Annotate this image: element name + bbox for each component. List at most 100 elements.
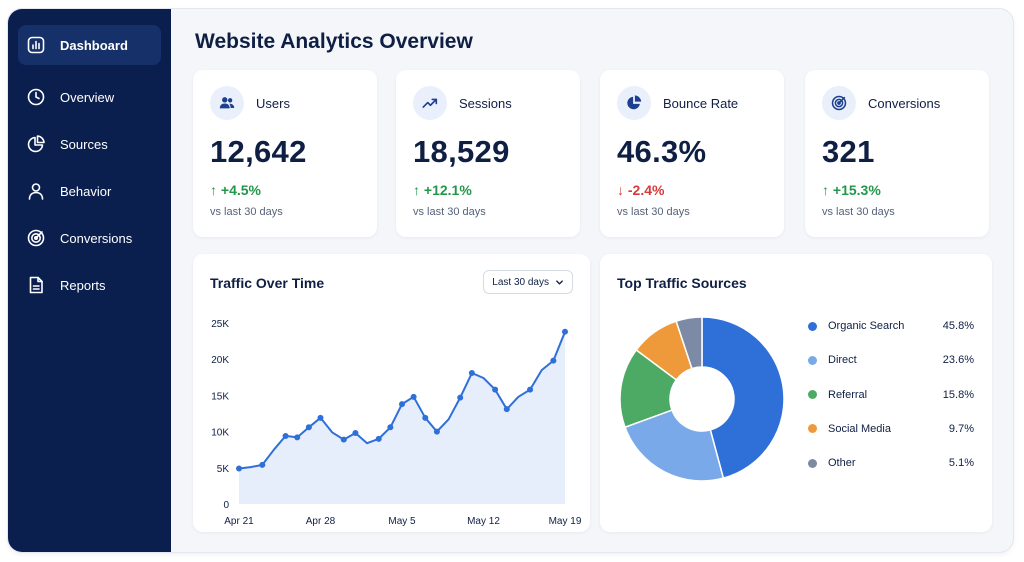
traffic-data-point xyxy=(527,386,534,393)
chevron-down-icon xyxy=(556,279,563,285)
stat-value: 18,529 xyxy=(413,134,510,169)
sidebar-item-label: Sources xyxy=(60,136,108,152)
x-tick-label: Apr 21 xyxy=(224,516,254,527)
sources-donut-chart xyxy=(619,316,785,482)
stat-value: 321 xyxy=(822,134,875,169)
traffic-data-point xyxy=(352,430,359,437)
legend-value: 15.8% xyxy=(942,388,974,401)
stat-change: ↑ +15.3% xyxy=(822,182,881,198)
traffic-line-chart: 0 5K 10K 15K 20K 25K Apr 21 Apr 28 May 5 May 12 Ma… xyxy=(211,319,582,527)
sidebar-item-label: Dashboard xyxy=(60,37,128,53)
stat-label: Bounce Rate xyxy=(663,96,739,111)
pie-slice-icon xyxy=(617,86,651,120)
arrow-down-icon: ↓ xyxy=(617,182,624,198)
stat-change: ↑ +4.5% xyxy=(210,182,261,198)
sidebar-item-reports[interactable]: Reports xyxy=(18,265,161,305)
sidebar-item-sources[interactable]: Sources xyxy=(18,124,161,164)
clock-icon xyxy=(26,87,46,107)
legend-label: Other xyxy=(828,457,856,470)
traffic-data-point xyxy=(305,424,312,431)
sources-chart-card: Top Traffic Sources Organic Search 45.8% D… xyxy=(600,254,992,532)
date-range-value: Last 30 days xyxy=(492,276,549,288)
legend-swatch xyxy=(808,390,817,400)
stat-card-conversions: Conversions 321 ↑ +15.3% vs last 30 days xyxy=(805,70,989,237)
stat-label: Users xyxy=(256,96,290,111)
x-tick-label: Apr 28 xyxy=(306,516,336,527)
legend-item: Other 5.1% xyxy=(808,455,974,471)
legend-item: Social Media 9.7% xyxy=(808,421,974,437)
y-tick-label: 15K xyxy=(211,391,229,402)
y-tick-label: 10K xyxy=(211,428,229,439)
sidebar: Dashboard Overview Sources xyxy=(8,9,171,552)
traffic-data-point xyxy=(550,357,557,364)
traffic-data-point xyxy=(399,401,405,408)
sidebar-item-label: Reports xyxy=(60,277,106,293)
stat-card-bounce-rate: Bounce Rate 46.3% ↓ -2.4% vs last 30 day… xyxy=(600,70,784,237)
legend-item: Referral 15.8% xyxy=(808,387,974,403)
bar-chart-icon xyxy=(26,35,46,55)
arrow-up-icon: ↑ xyxy=(822,182,829,198)
stat-value: 46.3% xyxy=(617,134,707,169)
stat-card-sessions: Sessions 18,529 ↑ +12.1% vs last 30 days xyxy=(396,70,580,237)
traffic-data-point xyxy=(433,428,440,435)
stat-change: ↓ -2.4% xyxy=(617,182,665,198)
stat-label: Conversions xyxy=(868,96,941,111)
traffic-data-point xyxy=(282,432,289,439)
stat-value: 12,642 xyxy=(210,134,307,169)
legend-value: 5.1% xyxy=(948,457,974,470)
trending-up-icon xyxy=(413,86,447,120)
x-tick-label: May 12 xyxy=(467,516,500,527)
stat-comparison: vs last 30 days xyxy=(210,206,283,218)
stat-comparison: vs last 30 days xyxy=(822,206,895,218)
target-icon xyxy=(26,228,46,248)
legend-value: 23.6% xyxy=(942,354,974,367)
traffic-data-point xyxy=(492,386,499,393)
stat-change: ↑ +12.1% xyxy=(413,182,472,198)
legend-swatch xyxy=(808,458,817,468)
traffic-data-point xyxy=(317,414,324,421)
traffic-data-point xyxy=(562,328,568,335)
y-tick-label: 25K xyxy=(211,319,229,330)
traffic-data-point xyxy=(503,406,510,413)
traffic-data-point xyxy=(259,461,266,468)
traffic-data-point xyxy=(236,465,242,472)
traffic-data-point xyxy=(387,424,394,431)
x-tick-label: May 5 xyxy=(388,516,416,527)
pie-chart-icon xyxy=(26,134,46,154)
stat-label: Sessions xyxy=(459,96,512,111)
donut-slice-organic-search xyxy=(701,316,785,480)
traffic-data-point xyxy=(422,414,429,421)
sidebar-item-label: Overview xyxy=(60,89,115,105)
traffic-data-point xyxy=(375,435,382,442)
traffic-area-fill xyxy=(239,331,565,504)
document-icon xyxy=(26,275,46,295)
legend-label: Organic Search xyxy=(828,320,905,332)
date-range-select[interactable]: Last 30 days xyxy=(483,270,573,294)
legend-swatch xyxy=(808,355,817,365)
traffic-data-point xyxy=(457,394,464,401)
traffic-data-point xyxy=(340,436,347,443)
legend-item: Direct 23.6% xyxy=(808,352,974,368)
traffic-data-point xyxy=(294,434,301,441)
legend-label: Referral xyxy=(828,388,868,401)
donut-slice-other xyxy=(675,316,703,370)
stat-card-users: Users 12,642 ↑ +4.5% vs last 30 days xyxy=(193,70,377,237)
legend-label: Direct xyxy=(828,354,857,367)
sidebar-item-overview[interactable]: Overview xyxy=(18,77,161,117)
stat-comparison: vs last 30 days xyxy=(617,206,690,218)
sidebar-item-conversions[interactable]: Conversions xyxy=(18,218,161,258)
sources-chart-title: Top Traffic Sources xyxy=(617,275,747,291)
sidebar-item-dashboard[interactable]: Dashboard xyxy=(18,25,161,65)
user-icon xyxy=(26,181,46,201)
traffic-chart-card: Traffic Over Time Last 30 days 0 5K 10K 15K… xyxy=(193,254,590,532)
legend-value: 45.8% xyxy=(942,320,974,332)
page-title: Website Analytics Overview xyxy=(195,30,473,53)
sidebar-item-label: Conversions xyxy=(60,230,133,246)
sidebar-item-behavior[interactable]: Behavior xyxy=(18,171,161,211)
arrow-up-icon: ↑ xyxy=(413,182,420,198)
target-icon xyxy=(822,86,856,120)
stat-comparison: vs last 30 days xyxy=(413,206,486,218)
x-tick-label: May 19 xyxy=(549,516,582,527)
legend-item: Organic Search 45.8% xyxy=(808,318,974,334)
y-tick-label: 5K xyxy=(217,464,230,475)
